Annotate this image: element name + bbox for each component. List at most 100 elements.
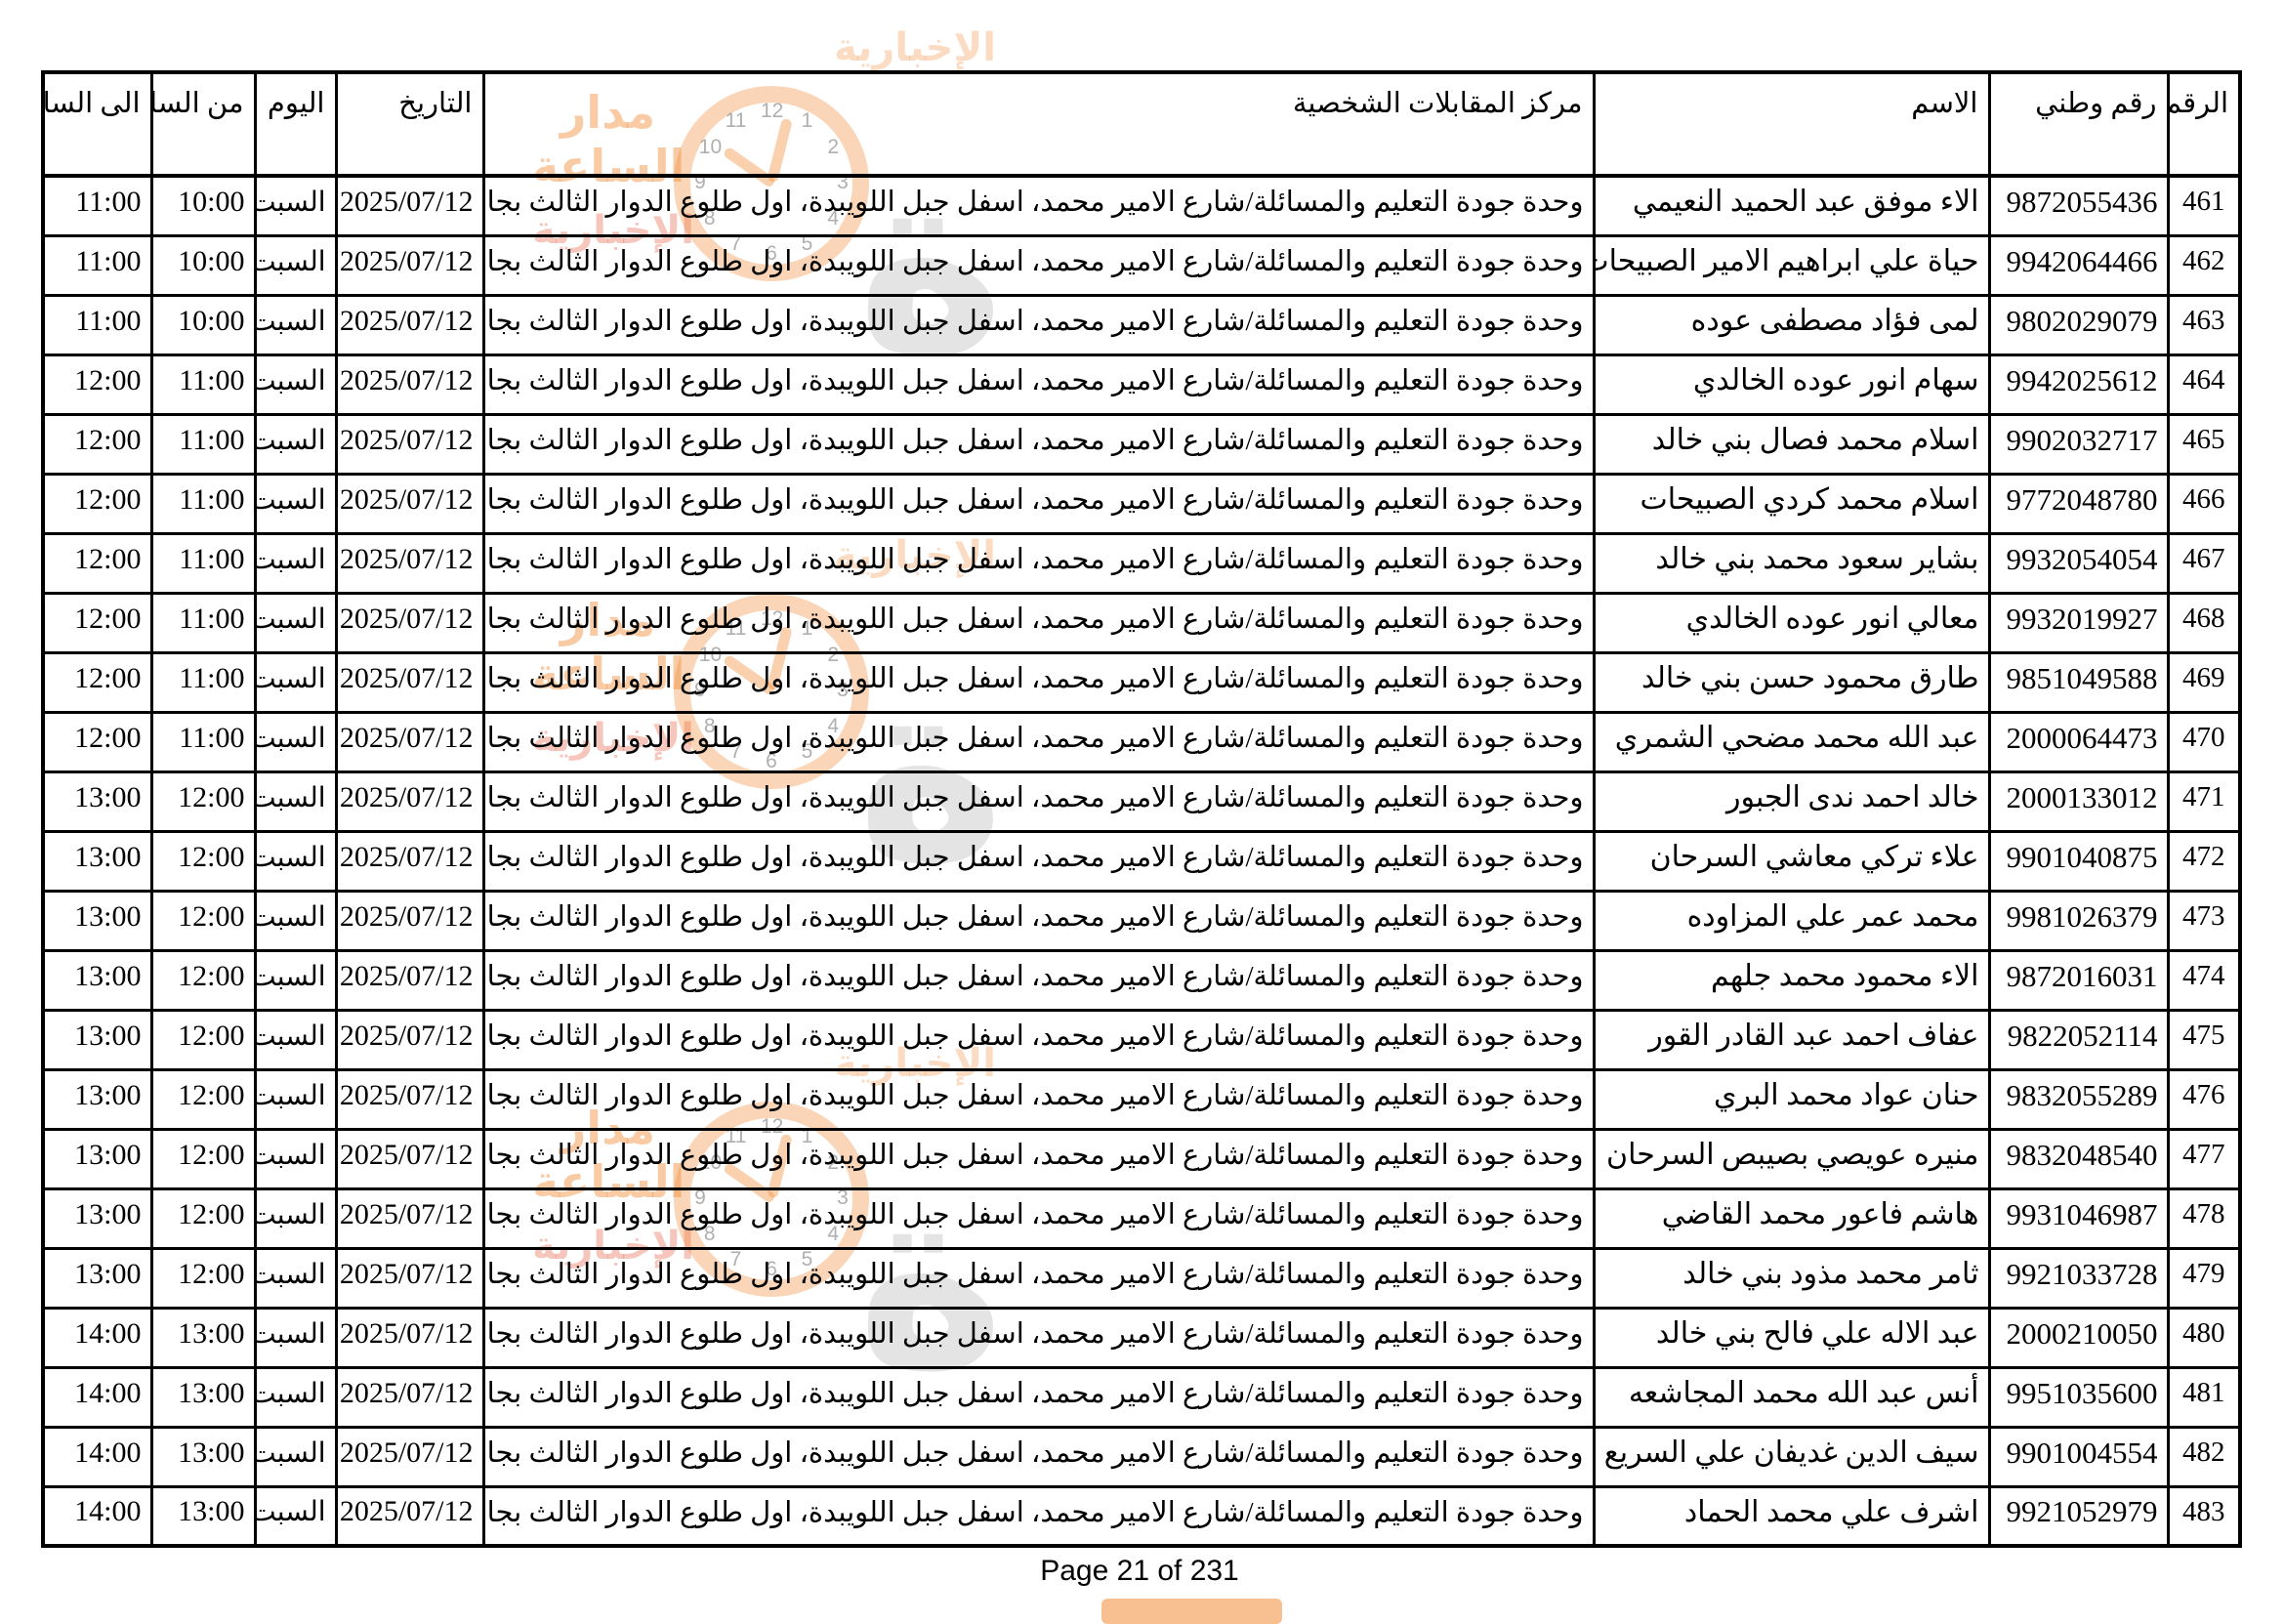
cell-from_time: 10:00 (149, 293, 257, 356)
cell-name: عبد الاله علي فالح بني خالد (1592, 1306, 1991, 1369)
cell-to_time: 11:00 (41, 174, 153, 237)
cell-num: 470 (2166, 710, 2242, 773)
cell-to_time: 13:00 (41, 889, 153, 952)
cell-day: السبت (253, 293, 338, 356)
cell-num: 472 (2166, 829, 2242, 893)
table-row: 480 2000210050 عبد الاله علي فالح بني خالد… (41, 1306, 2242, 1369)
cell-day: السبت (253, 650, 338, 714)
cell-num: 475 (2166, 1008, 2242, 1071)
cell-national_id: 9772048780 (1987, 472, 2170, 535)
cell-to_time: 13:00 (41, 1067, 153, 1131)
cell-name: سهام انور عوده الخالدي (1592, 353, 1991, 416)
cell-national_id: 9902032717 (1987, 412, 2170, 476)
cell-day: السبت (253, 889, 338, 952)
cell-national_id: 2000133012 (1987, 770, 2170, 833)
cell-to_time: 14:00 (41, 1484, 153, 1548)
cell-name: ثامر محمد مذود بني خالد (1592, 1246, 1991, 1310)
cell-from_time: 12:00 (149, 1246, 257, 1310)
cell-national_id: 9931046987 (1987, 1187, 2170, 1250)
table-row: 467 9932054054 بشاير سعود محمد بني خالد وحد… (41, 531, 2242, 595)
cell-to_time: 11:00 (41, 293, 153, 356)
cell-to_time: 13:00 (41, 1187, 153, 1250)
cell-num: 461 (2166, 174, 2242, 237)
cell-from_time: 11:00 (149, 472, 257, 535)
cell-date: 2025/07/12 (334, 948, 485, 1012)
cell-national_id: 9802029079 (1987, 293, 2170, 356)
cell-day: السبت (253, 1484, 338, 1548)
table-row: 468 9932019927 معالي انور عوده الخالدي وحدة… (41, 591, 2242, 654)
cell-num: 469 (2166, 650, 2242, 714)
cell-from_time: 10:00 (149, 174, 257, 237)
cell-national_id: 9921033728 (1987, 1246, 2170, 1310)
cell-from_time: 11:00 (149, 710, 257, 773)
watermark-corner-text: الإخبارية (834, 25, 996, 70)
cell-to_time: 11:00 (41, 233, 153, 297)
cell-to_time: 14:00 (41, 1365, 153, 1429)
table-row: 477 9832048540 منيره عويصي بصيبص السرحان وح… (41, 1127, 2242, 1190)
cell-from_time: 13:00 (149, 1484, 257, 1548)
cell-from_time: 12:00 (149, 1008, 257, 1071)
cell-name: لمى فؤاد مصطفى عوده (1592, 293, 1991, 356)
table-row: 470 2000064473 عبد الله محمد مضحي الشمري وح… (41, 710, 2242, 773)
cell-name: سيف الدين غديفان علي السريع (1592, 1425, 1991, 1488)
cell-from_time: 11:00 (149, 531, 257, 595)
cell-num: 476 (2166, 1067, 2242, 1131)
cell-date: 2025/07/12 (334, 1365, 485, 1429)
cell-center: وحدة جودة التعليم والمسائلة/شارع الامير … (481, 174, 1596, 237)
cell-center: وحدة جودة التعليم والمسائلة/شارع الامير … (481, 1187, 1596, 1250)
cell-national_id: 9872016031 (1987, 948, 2170, 1012)
table-row: 464 9942025612 سهام انور عوده الخالدي وحدة … (41, 353, 2242, 416)
cell-day: السبت (253, 174, 338, 237)
cell-center: وحدة جودة التعليم والمسائلة/شارع الامير … (481, 1425, 1596, 1488)
cell-name: اشرف علي محمد الحماد (1592, 1484, 1991, 1548)
cell-center: وحدة جودة التعليم والمسائلة/شارع الامير … (481, 710, 1596, 773)
table-row: 482 9901004554 سيف الدين غديفان علي السريع… (41, 1425, 2242, 1488)
column-header-center: مركز المقابلات الشخصية (481, 70, 1596, 178)
table-row: 462 9942064466 حياة علي ابراهيم الامير الص… (41, 233, 2242, 297)
cell-num: 462 (2166, 233, 2242, 297)
table-row: 475 9822052114 عفاف احمد عبد القادر القور و… (41, 1008, 2242, 1071)
column-header-from_time: من الساعة (149, 70, 257, 178)
table-row: 476 9832055289 حنان عواد محمد البري وحدة جو… (41, 1067, 2242, 1131)
cell-center: وحدة جودة التعليم والمسائلة/شارع الامير … (481, 650, 1596, 714)
cell-date: 2025/07/12 (334, 591, 485, 654)
cell-center: وحدة جودة التعليم والمسائلة/شارع الامير … (481, 1127, 1596, 1190)
cell-num: 483 (2166, 1484, 2242, 1548)
cell-day: السبت (253, 710, 338, 773)
cell-num: 479 (2166, 1246, 2242, 1310)
cell-name: بشاير سعود محمد بني خالد (1592, 531, 1991, 595)
cell-from_time: 13:00 (149, 1365, 257, 1429)
cell-center: وحدة جودة التعليم والمسائلة/شارع الامير … (481, 829, 1596, 893)
cell-date: 2025/07/12 (334, 412, 485, 476)
cell-from_time: 12:00 (149, 889, 257, 952)
table-header-row: الرقم رقم وطني الاسم مركز المقابلات الشخصية… (41, 70, 2242, 178)
cell-center: وحدة جودة التعليم والمسائلة/شارع الامير … (481, 1484, 1596, 1548)
table-row: 474 9872016031 الاء محمود محمد جلهم وحدة جو… (41, 948, 2242, 1012)
cell-from_time: 12:00 (149, 1127, 257, 1190)
cell-national_id: 9851049588 (1987, 650, 2170, 714)
table-row: 481 9951035600 أنس عبد الله محمد المجاشعه و… (41, 1365, 2242, 1429)
cell-name: طارق محمود حسن بني خالد (1592, 650, 1991, 714)
interview-schedule-table: الرقم رقم وطني الاسم مركز المقابلات الشخصية… (41, 70, 2242, 1548)
cell-name: عبد الله محمد مضحي الشمري (1592, 710, 1991, 773)
cell-name: علاء تركي معاشي السرحان (1592, 829, 1991, 893)
cell-to_time: 14:00 (41, 1425, 153, 1488)
table-row: 461 9872055436 الاء موفق عبد الحميد النعيم… (41, 174, 2242, 237)
table-row: 466 9772048780 اسلام محمد كردي الصبيحات وحد… (41, 472, 2242, 535)
column-header-to_time: الى الساعة (41, 70, 153, 178)
cell-from_time: 11:00 (149, 591, 257, 654)
cell-national_id: 9942064466 (1987, 233, 2170, 297)
cell-date: 2025/07/12 (334, 293, 485, 356)
cell-num: 478 (2166, 1187, 2242, 1250)
cell-date: 2025/07/12 (334, 1008, 485, 1071)
cell-center: وحدة جودة التعليم والمسائلة/شارع الامير … (481, 1246, 1596, 1310)
cell-to_time: 13:00 (41, 770, 153, 833)
cell-national_id: 9951035600 (1987, 1365, 2170, 1429)
cell-national_id: 9901004554 (1987, 1425, 2170, 1488)
cell-num: 481 (2166, 1365, 2242, 1429)
cell-name: حنان عواد محمد البري (1592, 1067, 1991, 1131)
cell-name: هاشم فاعور محمد القاضي (1592, 1187, 1991, 1250)
cell-from_time: 11:00 (149, 353, 257, 416)
cell-national_id: 9832048540 (1987, 1127, 2170, 1190)
